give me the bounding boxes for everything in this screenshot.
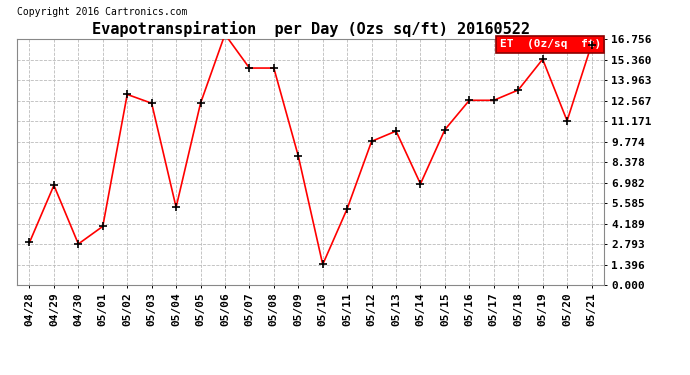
Title: Evapotranspiration  per Day (Ozs sq/ft) 20160522: Evapotranspiration per Day (Ozs sq/ft) 2… xyxy=(92,21,529,37)
Text: ET  (0z/sq  ft): ET (0z/sq ft) xyxy=(500,39,601,50)
Text: Copyright 2016 Cartronics.com: Copyright 2016 Cartronics.com xyxy=(17,8,188,18)
